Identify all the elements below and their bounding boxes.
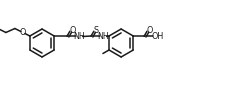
Text: O: O [146,26,153,35]
Text: OH: OH [151,32,163,41]
Text: NH: NH [98,32,109,41]
Text: O: O [20,28,26,37]
Text: S: S [94,26,99,35]
Text: O: O [69,26,76,35]
Text: NH: NH [74,32,85,41]
